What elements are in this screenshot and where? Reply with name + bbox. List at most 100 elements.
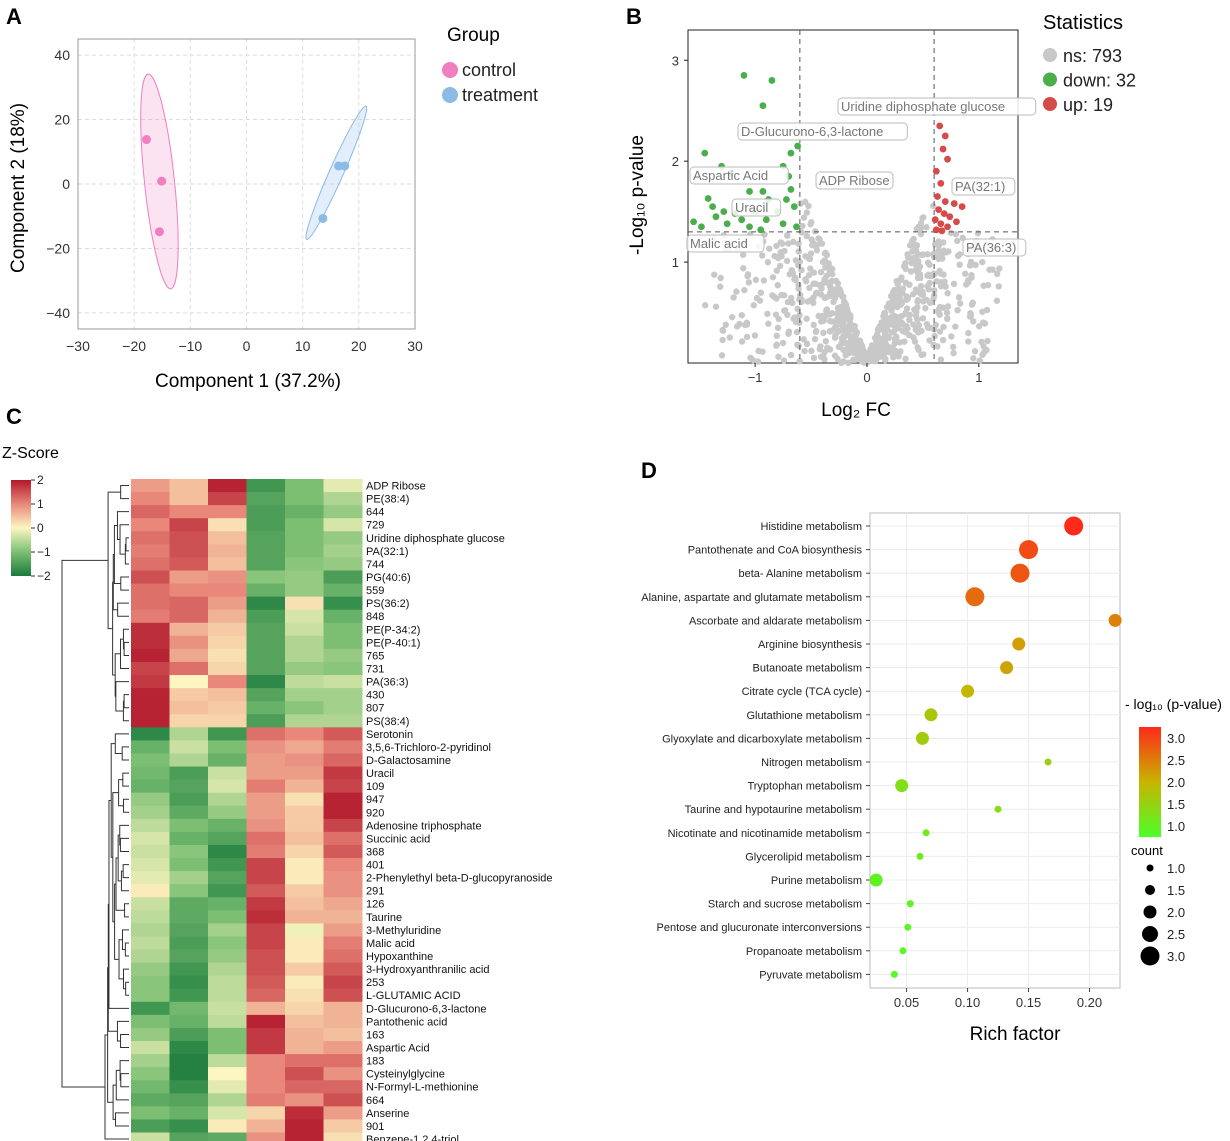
heatmap-cell: [131, 1106, 170, 1120]
heatmap-cell: [285, 1067, 324, 1081]
heatmap-row-label: 109: [366, 781, 384, 793]
heatmap-cell: [285, 766, 324, 781]
heatmap-cell: [285, 871, 324, 885]
ns-point: [792, 318, 800, 326]
down-point: [723, 220, 731, 228]
ns-point: [906, 316, 913, 324]
dendrogram-branch: [124, 903, 129, 918]
heatmap-row-label: 744: [366, 559, 384, 571]
heatmap-cell: [169, 871, 209, 885]
ns-point: [808, 241, 816, 249]
heatmap-cell: [323, 688, 363, 702]
heatmap-cell: [208, 923, 247, 937]
ns-point: [807, 265, 814, 272]
ns-point: [902, 329, 909, 336]
heatmap-cell: [246, 505, 286, 519]
heatmap-cell: [169, 792, 209, 807]
ns-point: [807, 297, 814, 304]
heatmap-cell: [246, 923, 286, 937]
ns-point: [910, 291, 917, 298]
heatmap-cell: [323, 583, 363, 598]
ns-point: [956, 261, 963, 268]
ns-point: [772, 311, 780, 318]
dendrogram-branch: [114, 883, 120, 960]
ns-point: [847, 337, 855, 344]
heatmap-cell: [169, 531, 209, 545]
volcano-label-box: [951, 177, 1016, 196]
ns-point: [710, 271, 718, 278]
heatmap-cell: [323, 648, 363, 663]
ns-point: [894, 303, 901, 311]
heatmap-cell: [208, 635, 247, 650]
ns-point: [919, 214, 926, 222]
heatmap-cell: [169, 740, 209, 754]
volcano-up-points: [931, 122, 966, 235]
ns-point: [745, 279, 753, 286]
ns-point: [717, 283, 724, 290]
ns-point: [834, 321, 841, 329]
count-tick-label: 2.0: [1167, 905, 1185, 920]
heatmap-cell: [131, 766, 170, 781]
heatmap-cell: [323, 923, 363, 937]
ns-point: [747, 354, 754, 361]
volcano-label-box: [731, 198, 782, 217]
heatmap-cell: [131, 1041, 170, 1055]
heatmap-row-label: 807: [366, 703, 384, 715]
enrichment-x-tick: 0.05: [894, 995, 919, 1010]
heatmap-cell: [131, 531, 170, 545]
pca-ellipses: [140, 73, 368, 290]
dendrogram-branch: [117, 834, 122, 882]
heatmap-cell: [169, 818, 209, 833]
heatmap-cell: [323, 1001, 363, 1016]
heatmap-cell: [323, 1067, 363, 1081]
heatmap-cell: [169, 779, 209, 794]
heatmap-cell: [246, 492, 286, 506]
down-point: [759, 102, 767, 110]
dendrogram-branch: [119, 524, 129, 555]
heatmap-cell: [169, 1054, 209, 1068]
heatmap-cell: [131, 1054, 170, 1068]
ns-point: [892, 323, 899, 331]
ns-point: [971, 348, 979, 355]
ns-point: [884, 344, 891, 351]
heatmap-cell: [246, 884, 286, 898]
heatmap-cell: [246, 727, 286, 741]
up-point: [944, 223, 951, 231]
up-point: [958, 203, 966, 210]
up-point: [939, 145, 947, 153]
ns-point: [826, 328, 834, 335]
ns-point: [810, 354, 818, 362]
ns-point: [810, 321, 817, 329]
heatmap-cell: [246, 753, 286, 768]
ns-point: [936, 328, 944, 335]
count-tick-label: 2.5: [1167, 927, 1185, 942]
heatmap-cell: [131, 897, 170, 911]
ns-point: [914, 288, 922, 295]
heatmap-cell: [323, 779, 363, 794]
heatmap-cell: [208, 753, 247, 768]
ns-point: [876, 353, 884, 360]
heatmap-cell: [169, 1132, 209, 1141]
ns-point: [965, 329, 972, 337]
heatmap-cell: [246, 544, 286, 558]
ns-point: [952, 231, 960, 238]
heatmap-cell: [323, 975, 363, 990]
ns-point: [790, 238, 797, 246]
heatmap-cell: [169, 479, 209, 493]
up-point: [937, 220, 945, 228]
count-legend-dot: [1140, 946, 1160, 966]
up-point: [932, 226, 940, 234]
ns-point: [926, 279, 933, 287]
heatmap-cell: [131, 701, 170, 715]
ns-point: [757, 289, 765, 296]
volcano-ns-points: [701, 198, 1003, 367]
ns-point: [796, 311, 803, 319]
heatmap-cell: [131, 557, 170, 571]
pathway-dot: [899, 947, 907, 955]
heatmap-cell: [323, 818, 363, 833]
volcano-legend-swatch: [1043, 72, 1057, 87]
ns-point: [867, 346, 874, 353]
ns-point: [774, 282, 781, 289]
heatmap-cell: [323, 1080, 363, 1094]
